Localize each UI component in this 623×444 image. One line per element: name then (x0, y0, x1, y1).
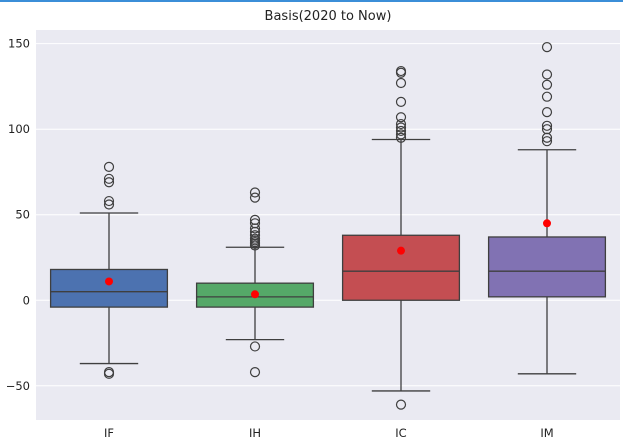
outlier-point (395, 118, 407, 130)
outlier-point (103, 177, 115, 188)
outlier-point (103, 173, 115, 184)
outlier-point (249, 240, 261, 251)
mean-point (251, 290, 259, 299)
mean-point (543, 219, 551, 228)
outlier-point (249, 341, 261, 352)
outlier-point (395, 112, 407, 123)
outlier-point (541, 69, 553, 80)
outlier-point (541, 91, 553, 102)
outlier-point (395, 125, 407, 137)
outlier-point (249, 223, 261, 234)
outlier-point (395, 132, 407, 143)
box-if (49, 161, 169, 379)
chart-title: Basis(2020 to Now) (265, 9, 392, 24)
outlier-point (541, 136, 553, 147)
outlier-point (541, 120, 553, 131)
outlier-point (103, 199, 115, 210)
iqr-box (341, 234, 461, 301)
box-im (487, 42, 607, 375)
outlier-point (395, 129, 407, 140)
outlier-point (395, 67, 407, 78)
outlier-point (103, 195, 115, 207)
y-tick-label: 0 (23, 293, 30, 307)
plot-area (36, 30, 620, 420)
outlier-point (395, 96, 407, 107)
mean-point (397, 246, 405, 255)
outlier-point (395, 122, 407, 133)
top-accent-line (0, 0, 623, 2)
mean-point (105, 277, 113, 286)
x-tick-label: IC (395, 426, 406, 440)
y-tick-label: 50 (15, 208, 30, 222)
outlier-point (541, 132, 553, 143)
x-tick-label: IH (249, 426, 261, 440)
iqr-box (49, 268, 169, 308)
outlier-point (541, 42, 553, 53)
outlier-point (103, 368, 115, 379)
y-tick-label: 100 (8, 122, 30, 136)
y-tick-label: −50 (6, 379, 30, 393)
outlier-point (541, 79, 553, 90)
x-tick-label: IM (540, 426, 553, 440)
box-ih (195, 187, 315, 378)
outlier-point (249, 187, 261, 198)
outlier-point (103, 161, 115, 172)
box-ic (341, 65, 461, 410)
y-tick-label: 150 (8, 37, 30, 51)
outlier-point (395, 399, 407, 410)
x-tick-label: IF (104, 426, 114, 440)
outlier-point (395, 77, 407, 89)
iqr-box (487, 236, 607, 298)
outlier-point (541, 107, 553, 118)
outlier-point (249, 192, 261, 203)
outlier-point (249, 367, 261, 378)
